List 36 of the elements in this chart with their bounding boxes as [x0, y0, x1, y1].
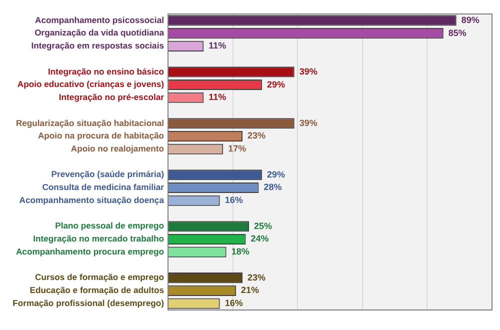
data-label: 89% [461, 14, 480, 25]
data-label: 17% [228, 144, 246, 154]
y-tick-label: Integração no pré-escolar [58, 92, 165, 102]
y-tick-label: Apoio na procura de habitação [38, 130, 164, 141]
y-tick-label: Integração em respostas sociais [31, 40, 164, 51]
y-tick-label: Cursos de formação e emprego [35, 272, 164, 282]
y-tick-label: Apoio no realojamento [70, 144, 164, 154]
y-tick-label: Acompanhamento psicossocial [35, 14, 164, 25]
data-label: 29% [266, 169, 285, 180]
data-label: 16% [224, 195, 243, 206]
data-label: 18% [231, 246, 250, 257]
data-label: 16% [224, 298, 243, 308]
data-label: 25% [254, 220, 272, 231]
y-tick-label: Apoio educativo (crianças e jovens) [17, 79, 164, 90]
data-label: 28% [264, 182, 282, 192]
y-tick-label: Integração no ensino básico [48, 66, 164, 76]
y-tick-label: Regularização situação habitacional [16, 118, 164, 128]
data-label: 24% [250, 234, 269, 244]
y-tick-label: Integração no mercado trabalho [33, 234, 164, 244]
data-label: 11% [208, 92, 226, 102]
y-tick-label: Acompanhamento procura emprego [16, 246, 164, 256]
data-label: 29% [266, 79, 285, 90]
data-label: 39% [299, 118, 318, 128]
y-tick-label: Acompanhamento situação doença [19, 194, 164, 205]
y-tick-label: Educação e formação de adultos [30, 285, 164, 296]
data-label: 85% [448, 28, 466, 38]
data-label: 11% [208, 40, 226, 51]
data-label: 23% [248, 272, 266, 282]
data-label: 23% [248, 130, 266, 141]
y-tick-label: Plano pessoal de emprego [55, 220, 164, 231]
y-tick-label: Consulta de medicina familiar [42, 182, 165, 192]
y-tick-label: Prevenção (saúde primária) [51, 169, 164, 180]
data-label: 21% [241, 285, 260, 296]
y-tick-label: Organização da vida quotidiana [34, 28, 164, 38]
y-tick-label: Formação profissional (desemprego) [12, 298, 164, 308]
data-label: 39% [299, 66, 318, 76]
